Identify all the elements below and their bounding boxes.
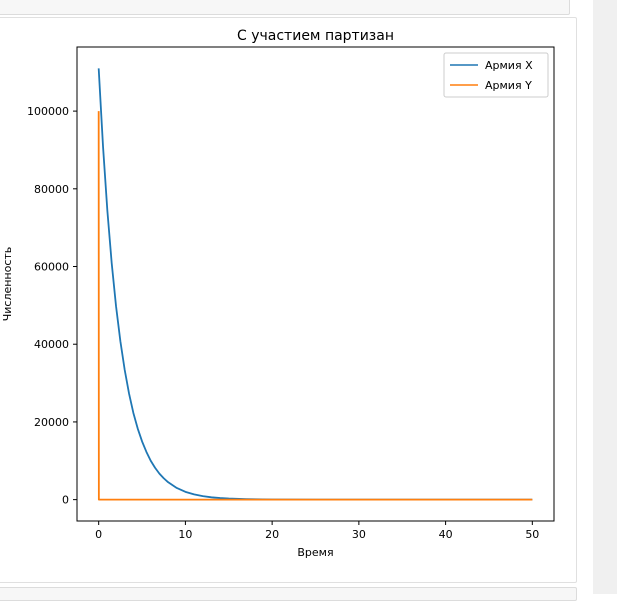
- x-tick-label: 20: [265, 528, 279, 541]
- y-axis-ticks: 0 20000 40000 60000 80000 100000: [27, 105, 77, 507]
- scrollbar[interactable]: [593, 0, 617, 594]
- axes-frame: [76, 46, 555, 522]
- plot-area: 0 10 20 30 40 50 0 20000 40000 60000 80000 100000: [27, 46, 555, 541]
- y-tick-label: 100000: [27, 105, 69, 118]
- chart-title: С участием партизан: [237, 28, 394, 44]
- x-tick-label: 40: [439, 528, 453, 541]
- series-line-1: [97, 111, 533, 501]
- y-tick-label: 80000: [34, 183, 69, 196]
- x-tick-label: 0: [95, 528, 102, 541]
- x-axis-label: Время: [297, 546, 333, 559]
- previous-cell: [0, 0, 570, 15]
- legend-box: [443, 52, 549, 98]
- series-layer: [97, 68, 533, 501]
- y-tick-label: 40000: [34, 338, 69, 351]
- series-line-0: [97, 68, 533, 501]
- y-tick-label: 60000: [34, 261, 69, 274]
- y-tick-label: 0: [62, 494, 69, 507]
- x-axis-ticks: 0 10 20 30 40 50: [95, 521, 539, 541]
- x-tick-label: 30: [352, 528, 366, 541]
- legend-label-army-y: Армия Y: [485, 79, 532, 92]
- x-tick-label: 10: [178, 528, 192, 541]
- x-tick-label: 50: [525, 528, 539, 541]
- y-tick-label: 20000: [34, 416, 69, 429]
- y-axis-label: Численность: [1, 247, 14, 322]
- output-panel: [0, 17, 577, 583]
- legend: Армия X Армия Y: [443, 52, 549, 98]
- legend-label-army-x: Армия X: [485, 59, 533, 72]
